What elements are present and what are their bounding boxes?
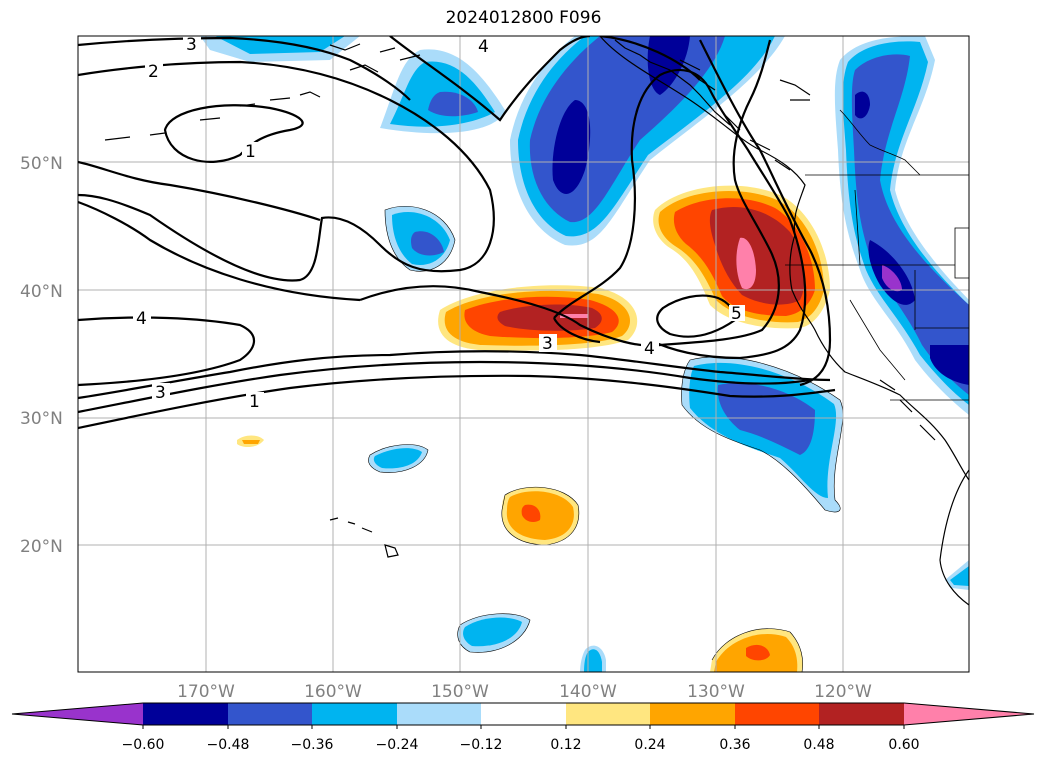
shade-pos-024 <box>506 491 574 540</box>
colorbar-tick-label: −0.36 <box>291 737 334 753</box>
shade-neg-036 <box>851 54 969 395</box>
contour-label-group: 3 4 2 1 4 3 1 3 4 5 <box>133 35 745 412</box>
colorbar-tick-label: −0.60 <box>122 737 165 753</box>
shade-neg-024 <box>463 617 522 647</box>
colorbar-segment <box>143 703 228 725</box>
shade-pos-060 <box>736 237 756 290</box>
colorbar-segment <box>228 703 312 725</box>
contour-label: 4 <box>136 309 147 329</box>
graticule <box>78 36 969 672</box>
lon-label: 170°W <box>177 682 235 702</box>
shade-outline <box>368 206 844 672</box>
contour-label: 5 <box>731 304 742 324</box>
colorbar-segment <box>650 703 735 725</box>
shade-neg-024 <box>950 566 969 586</box>
lon-label: 120°W <box>814 682 872 702</box>
map-title: 2024012800 F096 <box>445 8 602 28</box>
plot-frame <box>77 35 970 673</box>
lon-label: 130°W <box>687 682 745 702</box>
colorbar-extend-low <box>12 703 143 725</box>
contour-label: 1 <box>249 392 260 412</box>
latitude-axis: 50°N 40°N 30°N 20°N <box>20 154 63 557</box>
shade-neg-036 <box>428 91 478 117</box>
shade-pos-036 <box>521 504 541 523</box>
shade-neg-036 <box>411 231 444 256</box>
shade-pos-036 <box>746 644 770 661</box>
colorbar-segment <box>819 703 904 725</box>
lat-label: 20°N <box>20 537 63 557</box>
colorbar-tick-label: −0.48 <box>207 737 250 753</box>
colorbar-segment <box>481 703 566 725</box>
lon-label: 160°W <box>304 682 362 702</box>
colorbar-tick-label: 0.60 <box>888 737 919 753</box>
colorbar-segment <box>397 703 481 725</box>
contour-label: 3 <box>186 35 197 55</box>
colorbar-tick-label: −0.12 <box>460 737 503 753</box>
contour-label: 4 <box>478 37 489 57</box>
lat-label: 50°N <box>20 154 63 174</box>
contour-label: 2 <box>148 62 159 82</box>
lat-label: 30°N <box>20 409 63 429</box>
shade-neg-024 <box>215 36 345 54</box>
contour-label: 3 <box>542 334 553 354</box>
colorbar: −0.60 −0.48 −0.36 −0.24 −0.12 0.12 0.24 … <box>11 702 1035 753</box>
shade-neg-060 <box>882 265 902 292</box>
colorbar-segment <box>735 703 819 725</box>
lat-label: 40°N <box>20 282 63 302</box>
colorbar-extend-high <box>904 703 1034 725</box>
shade-neg-048 <box>930 345 969 385</box>
shade-neg-048 <box>855 91 870 119</box>
shade-pos-048 <box>497 304 602 331</box>
shade-neg-048 <box>552 100 591 194</box>
contour-label: 4 <box>644 339 655 359</box>
colorbar-tick-label: 0.48 <box>803 737 834 753</box>
contour-lines <box>78 36 836 430</box>
lon-label: 150°W <box>431 682 489 702</box>
shade-neg-036 <box>717 382 815 455</box>
longitude-axis: 170°W 160°W 150°W 140°W 130°W 120°W <box>177 682 872 702</box>
shade-pos-048 <box>709 206 805 305</box>
shade-neg-024 <box>373 448 422 469</box>
contour-label: 3 <box>155 383 166 403</box>
colorbar-segment <box>312 703 397 725</box>
shade-pos-024 <box>242 440 260 444</box>
borders <box>785 109 969 401</box>
colorbar-segment <box>566 703 650 725</box>
colorbar-tick-label: −0.24 <box>376 737 419 753</box>
contour-label: 1 <box>245 142 256 162</box>
colorbar-tick-label: 0.12 <box>550 737 581 753</box>
colorbar-tick-label: 0.24 <box>634 737 665 753</box>
lon-label: 140°W <box>559 682 617 702</box>
colorbar-tick-label: 0.36 <box>719 737 750 753</box>
map-plot-area: 3 4 2 1 4 3 1 3 4 5 <box>78 35 969 672</box>
